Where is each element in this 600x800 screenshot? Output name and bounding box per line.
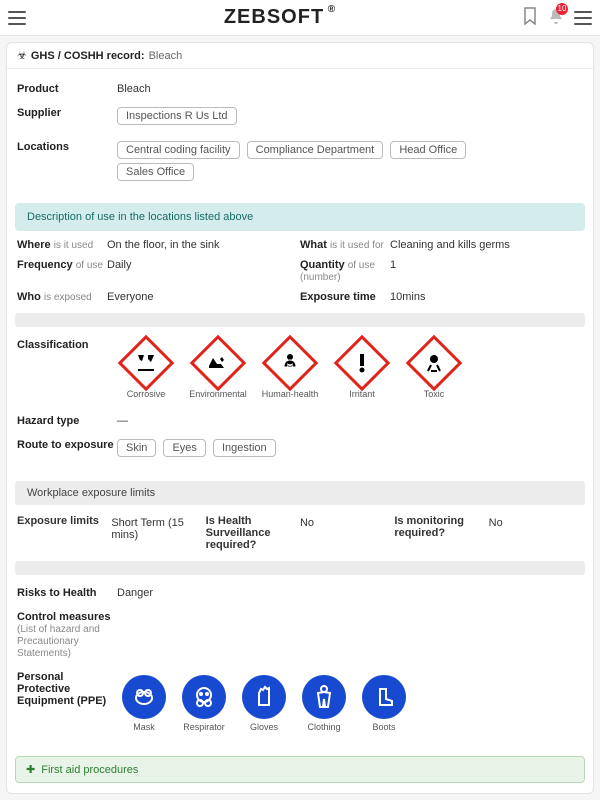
ppe-icons: Mask Respirator Gloves — [117, 671, 583, 736]
irritant-icon — [345, 346, 379, 380]
route-tag[interactable]: Ingestion — [213, 439, 276, 457]
exposure-limits-label: Exposure limits — [17, 515, 103, 527]
record-card: ☣ GHS / COSHH record: Bleach Product Ble… — [6, 42, 594, 794]
hazard-pictograms: Corrosive Environmental Human-health — [117, 339, 583, 403]
toxic-icon — [417, 346, 451, 380]
quantity-label: Quantity of use (number) — [300, 259, 390, 283]
where-value: On the floor, in the sink — [107, 239, 300, 251]
route-label: Route to exposure — [17, 439, 117, 451]
location-tag[interactable]: Sales Office — [117, 163, 194, 181]
ppe-respirator: Respirator — [177, 675, 231, 732]
brand-text: ZEBSOFT — [224, 6, 324, 28]
menu-right-icon[interactable] — [574, 11, 592, 25]
product-value: Bleach — [117, 83, 583, 95]
divider-band — [15, 561, 585, 575]
exposure-time-label: Exposure time — [300, 291, 390, 303]
ppe-mask: Mask — [117, 675, 171, 732]
ppe-clothing: Clothing — [297, 675, 351, 732]
monitoring-value: No — [489, 517, 575, 529]
hazard-type-value: — — [117, 415, 583, 427]
mask-icon — [122, 675, 166, 719]
hazard-human-health: Human-health — [261, 343, 319, 399]
corrosive-icon — [129, 346, 163, 380]
first-aid-panel[interactable]: ✚ First aid procedures — [15, 756, 585, 783]
description-callout: Description of use in the locations list… — [15, 203, 585, 231]
who-label: Who is exposed — [17, 291, 107, 303]
exposure-limits-value: Short Term (15 mins) — [111, 517, 197, 541]
what-label: What is it used for — [300, 239, 390, 251]
hazard-type-label: Hazard type — [17, 415, 117, 427]
boots-icon — [362, 675, 406, 719]
hazard-corrosive: Corrosive — [117, 343, 175, 399]
who-value: Everyone — [107, 291, 300, 303]
brand-logo: ZEBSOFT® — [224, 6, 324, 29]
ppe-boots: Boots — [357, 675, 411, 732]
location-tag[interactable]: Central coding facility — [117, 141, 240, 159]
bell-icon[interactable]: 10 — [548, 7, 564, 28]
where-label: Where is it used — [17, 239, 107, 251]
respirator-icon — [182, 675, 226, 719]
supplier-label: Supplier — [17, 107, 117, 119]
clothing-icon — [302, 675, 346, 719]
monitoring-label: Is monitoring required? — [394, 515, 480, 539]
classification-label: Classification — [17, 339, 117, 351]
hazard-irritant: Irritant — [333, 343, 391, 399]
gloves-icon — [242, 675, 286, 719]
what-value: Cleaning and kills germs — [390, 239, 583, 251]
menu-left-icon[interactable] — [8, 11, 26, 25]
ppe-label: Personal Protective Equipment (PPE) — [17, 671, 117, 707]
ppe-gloves: Gloves — [237, 675, 291, 732]
header-subject: Bleach — [149, 50, 183, 62]
brand-sup: ® — [328, 4, 336, 15]
hazard-environmental: Environmental — [189, 343, 247, 399]
supplier-tag[interactable]: Inspections R Us Ltd — [117, 107, 237, 125]
product-label: Product — [17, 83, 117, 95]
human-health-icon — [273, 346, 307, 380]
hazard-toxic: Toxic — [405, 343, 463, 399]
quantity-value: 1 — [390, 259, 583, 283]
location-tag[interactable]: Head Office — [390, 141, 466, 159]
health-surveillance-value: No — [300, 517, 386, 529]
environmental-icon — [201, 346, 235, 380]
frequency-value: Daily — [107, 259, 300, 283]
location-tag[interactable]: Compliance Department — [247, 141, 384, 159]
route-tag[interactable]: Eyes — [163, 439, 205, 457]
first-aid-title: First aid procedures — [41, 764, 138, 776]
divider-band — [15, 313, 585, 327]
risks-value: Danger — [117, 587, 583, 599]
biohazard-icon: ☣ — [17, 49, 27, 62]
header-title: GHS / COSHH record: — [31, 50, 145, 62]
risks-label: Risks to Health — [17, 587, 117, 599]
frequency-label: Frequency of use — [17, 259, 107, 283]
controls-label: Control measures(List of hazard and Prec… — [17, 611, 117, 659]
topbar: ZEBSOFT® 10 — [0, 0, 600, 36]
bookmark-icon[interactable] — [522, 7, 538, 28]
health-surveillance-label: Is Health Surveillance required? — [206, 515, 292, 551]
wel-band: Workplace exposure limits — [15, 481, 585, 505]
route-tag[interactable]: Skin — [117, 439, 156, 457]
locations-label: Locations — [17, 141, 117, 153]
card-header: ☣ GHS / COSHH record: Bleach — [7, 43, 593, 69]
notification-badge: 10 — [556, 3, 568, 15]
first-aid-icon: ✚ — [26, 763, 35, 776]
exposure-time-value: 10mins — [390, 291, 583, 303]
